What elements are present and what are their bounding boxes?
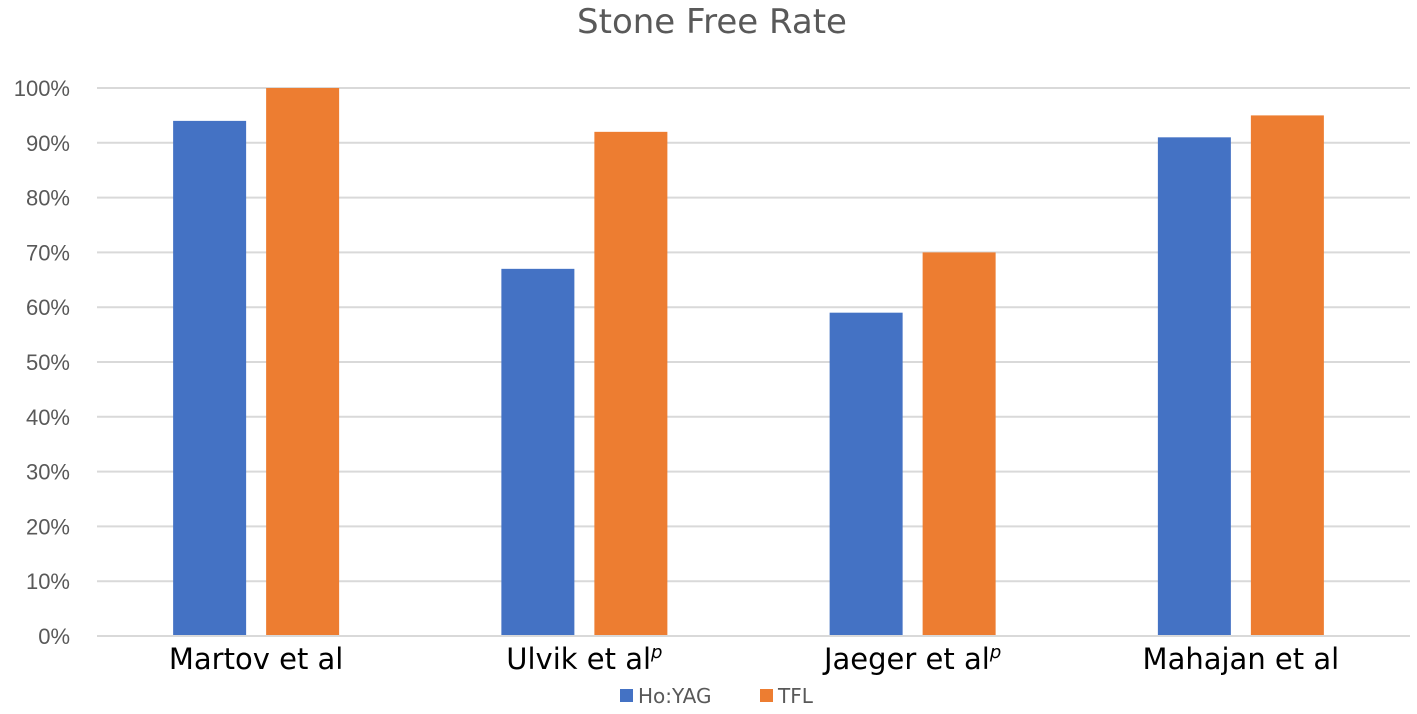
y-tick-label: 30% bbox=[26, 460, 70, 485]
y-tick-label: 80% bbox=[26, 186, 70, 211]
y-tick-label: 0% bbox=[38, 624, 70, 649]
y-tick-label: 20% bbox=[26, 514, 70, 539]
y-tick-label: 90% bbox=[26, 131, 70, 156]
bar-ho-yag-4 bbox=[1157, 137, 1231, 636]
x-tick-label-text: Martov et al bbox=[169, 642, 343, 676]
y-tick-label: 70% bbox=[26, 240, 70, 265]
x-tick-label-text: Jaeger et al bbox=[822, 642, 990, 676]
x-tick-label: Mahajan et al bbox=[1143, 642, 1340, 676]
y-tick-label: 100% bbox=[14, 76, 70, 101]
y-axis-tick-labels: 0% 10% 20% 30% 40% 50% 60% 70% 80% 90% 100% bbox=[14, 76, 70, 649]
bar-ho-yag-2 bbox=[501, 268, 575, 636]
legend-label: TFL bbox=[777, 684, 814, 708]
bar-ho-yag-1 bbox=[173, 120, 247, 636]
bar-tfl-4 bbox=[1250, 115, 1324, 636]
x-tick-label: Jaeger et alp bbox=[822, 642, 1001, 676]
x-tick-label-text: Mahajan et al bbox=[1143, 642, 1340, 676]
legend-swatch bbox=[620, 689, 633, 702]
legend-swatch bbox=[760, 689, 773, 702]
x-tick-label-superscript: p bbox=[989, 642, 1001, 663]
y-tick-label: 40% bbox=[26, 405, 70, 430]
y-tick-label: 50% bbox=[26, 350, 70, 375]
legend-label: Ho:YAG bbox=[638, 684, 712, 708]
x-tick-label-superscript: p bbox=[650, 642, 662, 663]
legend: Ho:YAG TFL bbox=[620, 684, 814, 708]
bar-tfl-1 bbox=[266, 88, 340, 636]
bars bbox=[173, 88, 1324, 636]
bar-tfl-3 bbox=[922, 252, 996, 636]
chart-title: Stone Free Rate bbox=[577, 2, 847, 42]
x-tick-label-text: Ulvik et al bbox=[506, 642, 651, 676]
bar-tfl-2 bbox=[594, 131, 668, 636]
x-tick-label: Martov et al bbox=[169, 642, 343, 676]
y-tick-label: 60% bbox=[26, 295, 70, 320]
y-tick-label: 10% bbox=[26, 569, 70, 594]
x-tick-label: Ulvik et alp bbox=[506, 642, 662, 676]
bar-ho-yag-3 bbox=[829, 312, 903, 636]
x-axis-tick-labels: Martov et al Ulvik et alp Jaeger et alp Mah… bbox=[169, 642, 1339, 676]
